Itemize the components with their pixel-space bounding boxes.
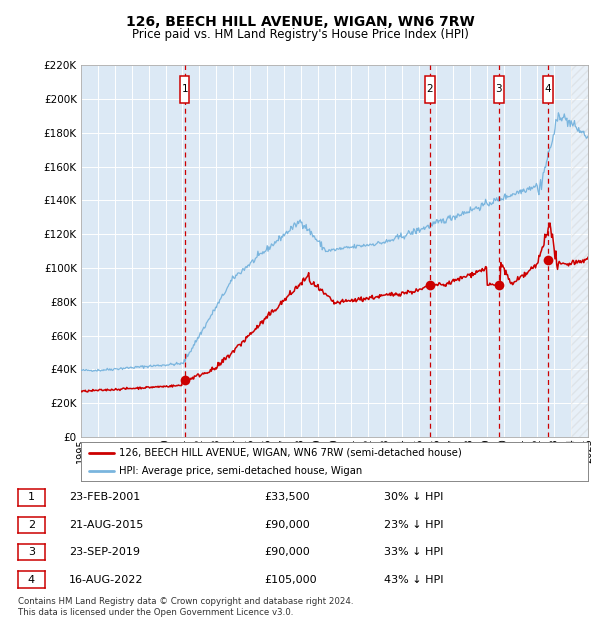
Text: 43% ↓ HPI: 43% ↓ HPI — [384, 575, 443, 585]
Text: 3: 3 — [496, 84, 502, 94]
Text: 1: 1 — [28, 492, 35, 502]
Text: 3: 3 — [28, 547, 35, 557]
FancyBboxPatch shape — [425, 76, 434, 103]
Text: Contains HM Land Registry data © Crown copyright and database right 2024.
This d: Contains HM Land Registry data © Crown c… — [18, 598, 353, 617]
Text: 1: 1 — [181, 84, 188, 94]
Bar — [571, 65, 588, 437]
Text: £90,000: £90,000 — [264, 520, 310, 529]
Text: 23% ↓ HPI: 23% ↓ HPI — [384, 520, 443, 529]
FancyBboxPatch shape — [180, 76, 190, 103]
Text: 30% ↓ HPI: 30% ↓ HPI — [384, 492, 443, 502]
Text: HPI: Average price, semi-detached house, Wigan: HPI: Average price, semi-detached house,… — [119, 466, 362, 476]
Text: 23-SEP-2019: 23-SEP-2019 — [69, 547, 140, 557]
Text: 126, BEECH HILL AVENUE, WIGAN, WN6 7RW: 126, BEECH HILL AVENUE, WIGAN, WN6 7RW — [125, 16, 475, 30]
Text: 4: 4 — [544, 84, 551, 94]
Text: Price paid vs. HM Land Registry's House Price Index (HPI): Price paid vs. HM Land Registry's House … — [131, 28, 469, 41]
Text: £33,500: £33,500 — [264, 492, 310, 502]
Text: 33% ↓ HPI: 33% ↓ HPI — [384, 547, 443, 557]
Text: 23-FEB-2001: 23-FEB-2001 — [69, 492, 140, 502]
Text: £90,000: £90,000 — [264, 547, 310, 557]
FancyBboxPatch shape — [494, 76, 503, 103]
FancyBboxPatch shape — [543, 76, 553, 103]
Text: 2: 2 — [28, 520, 35, 529]
Text: 126, BEECH HILL AVENUE, WIGAN, WN6 7RW (semi-detached house): 126, BEECH HILL AVENUE, WIGAN, WN6 7RW (… — [119, 448, 462, 458]
Text: 21-AUG-2015: 21-AUG-2015 — [69, 520, 143, 529]
Text: 4: 4 — [28, 575, 35, 585]
Text: £105,000: £105,000 — [264, 575, 317, 585]
Text: 2: 2 — [427, 84, 433, 94]
Text: 16-AUG-2022: 16-AUG-2022 — [69, 575, 143, 585]
